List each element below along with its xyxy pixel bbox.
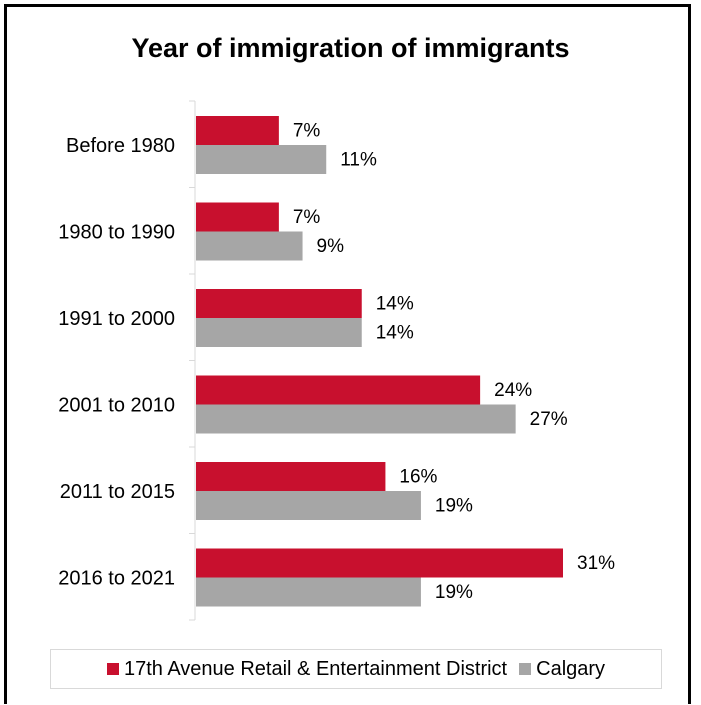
data-label: 7% — [293, 207, 321, 228]
bar — [196, 116, 279, 145]
data-label: 14% — [376, 323, 414, 344]
legend: 17th Avenue Retail & Entertainment Distr… — [50, 649, 662, 689]
bar — [196, 202, 279, 232]
bar — [196, 462, 386, 491]
category-label: 2011 to 2015 — [60, 481, 175, 503]
data-label: 11% — [340, 150, 377, 171]
data-label: 14% — [376, 294, 414, 315]
bar — [196, 491, 421, 520]
bar — [196, 145, 327, 174]
data-label: 7% — [293, 121, 321, 142]
bar — [196, 404, 516, 434]
chart-title: Year of immigration of immigrants — [131, 33, 570, 63]
bar — [196, 289, 362, 318]
bar — [196, 318, 362, 347]
data-label: 19% — [435, 496, 473, 517]
data-label: 16% — [399, 467, 437, 488]
legend-swatch-calgary — [519, 663, 532, 675]
legend-swatch-17th-avenue — [106, 663, 119, 675]
category-label: 1991 to 2000 — [58, 308, 175, 330]
bar — [196, 375, 481, 405]
data-label: 9% — [317, 236, 345, 257]
data-label: 19% — [435, 582, 473, 603]
bar — [196, 231, 303, 261]
category-label: Before 1980 — [66, 135, 175, 157]
legend-label-calgary: Calgary — [536, 657, 606, 680]
legend-label-17th-avenue: 17th Avenue Retail & Entertainment Distr… — [123, 657, 508, 680]
data-label: 31% — [577, 553, 615, 574]
category-label: 1980 to 1990 — [58, 222, 175, 244]
category-label: 2001 to 2010 — [58, 395, 175, 417]
category-label: 2016 to 2021 — [58, 568, 175, 590]
data-label: 24% — [494, 380, 532, 401]
legend-item-calgary: Calgary — [519, 658, 605, 681]
legend-item-17th-avenue: 17th Avenue Retail & Entertainment Distr… — [106, 657, 508, 681]
data-label: 27% — [530, 409, 568, 430]
bar — [196, 577, 421, 607]
bar — [196, 548, 563, 578]
